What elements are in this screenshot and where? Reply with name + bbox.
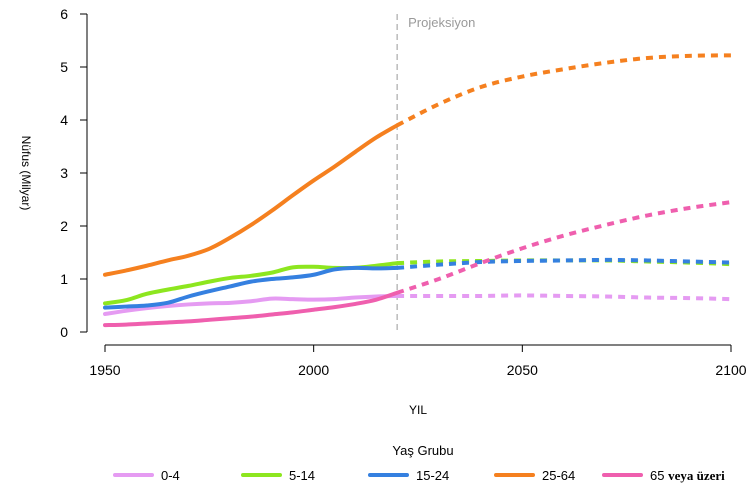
series-line-historical-3 <box>103 123 400 277</box>
y-tick-label: 6 <box>60 6 68 22</box>
series-line-historical-2 <box>103 265 400 310</box>
projection-label: Projeksiyon <box>408 15 475 30</box>
legend-label-0: 0-4 <box>161 468 180 483</box>
axes: 0 1 2 3 4 5 6 1950 2000 2050 2100 <box>60 6 747 378</box>
x-ticks: 1950 2000 2050 2100 <box>89 345 747 378</box>
legend: 0-4 5-14 15-24 25-64 65 veya üzeri <box>113 468 725 483</box>
legend-label-2: 15-24 <box>416 468 449 483</box>
x-tick-label: 2000 <box>298 362 329 378</box>
y-tick-label: 4 <box>60 112 68 128</box>
series-line-historical-4 <box>103 290 400 328</box>
y-tick-label: 1 <box>60 271 68 287</box>
y-tick-label: 0 <box>60 324 68 340</box>
x-axis-title: YIL <box>409 403 427 417</box>
y-tick-label: 2 <box>60 218 68 234</box>
y-axis-title: Nüfus (Milyar) <box>19 136 33 211</box>
series-line-historical-0 <box>103 293 400 316</box>
series-line-projection-1 <box>397 258 732 267</box>
y-tick-label: 5 <box>60 59 68 75</box>
series-line-projection-3 <box>396 53 732 128</box>
y-tick-label: 3 <box>60 165 68 181</box>
series-line-projection-4 <box>396 200 732 295</box>
x-tick-label: 2100 <box>715 362 746 378</box>
legend-label-4: 65 veya üzeri <box>650 468 725 483</box>
legend-label-1: 5-14 <box>289 468 315 483</box>
series-line-projection-2 <box>396 257 732 270</box>
series-line-projection-0 <box>397 293 732 302</box>
legend-title: Yaş Grubu <box>392 443 453 458</box>
x-tick-label: 2050 <box>507 362 538 378</box>
legend-label-3: 25-64 <box>542 468 575 483</box>
series-lines <box>103 53 732 328</box>
y-ticks: 0 1 2 3 4 5 6 <box>60 6 87 340</box>
x-tick-label: 1950 <box>89 362 120 378</box>
